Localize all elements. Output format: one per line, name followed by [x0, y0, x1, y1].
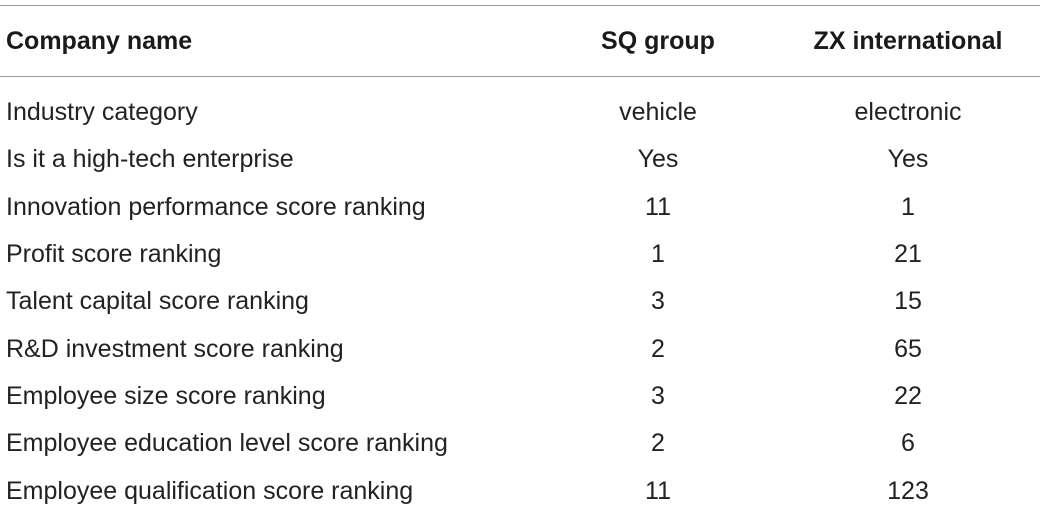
row-label: Talent capital score ranking: [6, 287, 309, 316]
table-header-row: Company name SQ group ZX international: [0, 6, 1040, 76]
company-comparison-table: Company name SQ group ZX international: [0, 6, 1040, 76]
sq-value: 2: [651, 429, 665, 458]
header-company-name: Company name: [6, 26, 193, 55]
header-zx-international: ZX international: [813, 26, 1003, 55]
company-comparison-table-body: Industry category vehicle electronic Is …: [0, 77, 1040, 515]
row-label: Employee qualification score ranking: [6, 476, 414, 505]
zx-value: 15: [894, 287, 922, 316]
sq-value: Yes: [637, 145, 679, 174]
table-row: R&D investment score ranking 2 65: [0, 325, 1040, 372]
row-label: Is it a high-tech enterprise: [6, 145, 294, 174]
table-top-rule: [0, 5, 1040, 6]
zx-value: 123: [887, 476, 929, 505]
zx-value: 1: [901, 192, 915, 221]
table-row: Talent capital score ranking 3 15: [0, 278, 1040, 325]
table-row: Is it a high-tech enterprise Yes Yes: [0, 136, 1040, 183]
row-label: Industry category: [6, 98, 198, 127]
table-row: Employee education level score ranking 2…: [0, 420, 1040, 467]
row-label: Employee education level score ranking: [6, 429, 448, 458]
table-row: Employee qualification score ranking 11 …: [0, 467, 1040, 514]
sq-value: 3: [651, 381, 665, 410]
zx-value: electronic: [854, 98, 962, 127]
zx-value: 21: [894, 240, 922, 269]
zx-value: Yes: [887, 145, 929, 174]
row-label: Employee size score ranking: [6, 381, 326, 410]
sq-value: 3: [651, 287, 665, 316]
zx-value: 65: [894, 334, 922, 363]
row-label: R&D investment score ranking: [6, 334, 344, 363]
table-row: Innovation performance score ranking 11 …: [0, 184, 1040, 231]
header-sq-group: SQ group: [601, 26, 715, 55]
table-row: Profit score ranking 1 21: [0, 231, 1040, 278]
sq-value: 11: [645, 476, 671, 505]
sq-value: 11: [645, 192, 671, 221]
table-row: Industry category vehicle electronic: [0, 77, 1040, 136]
table-row: Employee size score ranking 3 22: [0, 373, 1040, 420]
zx-value: 22: [894, 381, 922, 410]
sq-value: 2: [651, 334, 665, 363]
zx-value: 6: [901, 429, 915, 458]
sq-value: vehicle: [619, 98, 697, 127]
row-label: Innovation performance score ranking: [6, 192, 426, 221]
table-header-rule: [0, 76, 1040, 77]
sq-value: 1: [651, 240, 665, 269]
comparison-table-container: Company name SQ group ZX international I…: [0, 5, 1040, 515]
row-label: Profit score ranking: [6, 240, 222, 269]
